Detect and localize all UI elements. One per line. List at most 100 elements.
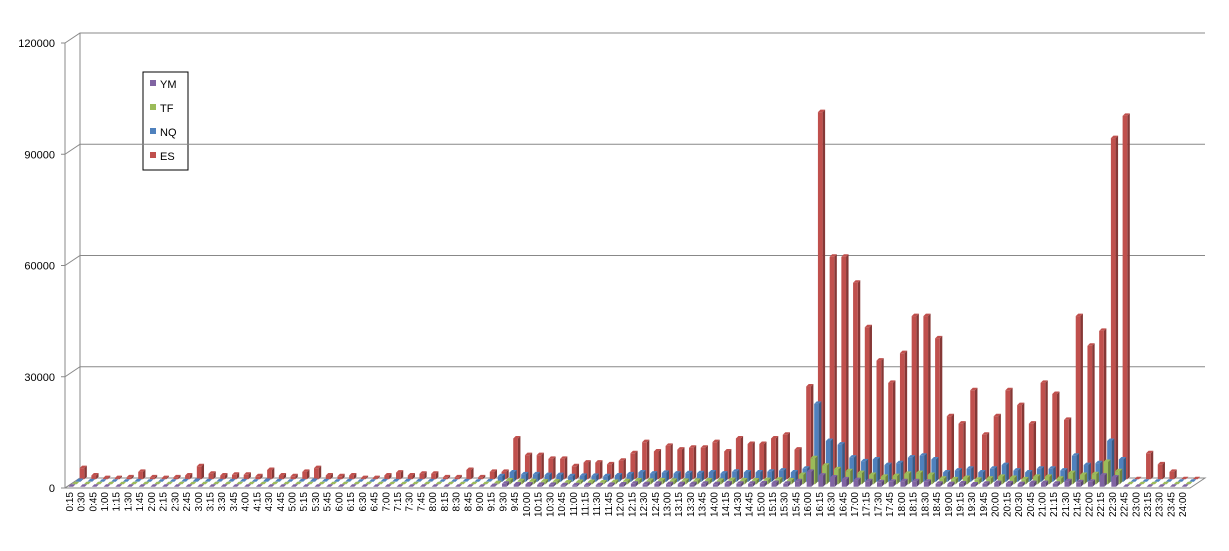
x-tick-label: 8:15 [440,492,451,512]
legend-label: NQ [160,127,177,139]
bar-front [1076,482,1081,486]
bar-front [854,480,859,487]
bar-front [1100,476,1105,487]
x-tick-label: 14:45 [745,492,756,517]
bar-side [600,460,603,479]
x-tick-label: 22:15 [1096,492,1107,517]
bar-front [138,472,143,479]
bar-front [936,484,941,487]
x-tick-label: 9:30 [498,492,509,512]
x-tick-label: 5:00 [288,492,299,512]
x-tick-label: 12:00 [616,492,627,517]
bar-front [115,478,120,479]
x-tick-label: 10:30 [545,492,556,517]
bar-side [1092,343,1095,479]
bar-side [889,463,892,482]
bar-front [865,481,870,487]
bar-side [1010,388,1013,480]
bar [818,473,825,487]
bar-front [1041,383,1046,479]
bar-front [76,481,81,482]
bar-side [995,466,998,481]
bar-front [103,478,108,479]
bar-front [572,485,577,486]
bar-front [279,476,284,480]
x-tick-label: 12:15 [627,492,638,517]
y-tick-label: 90000 [24,149,55,161]
bar-front [466,470,471,479]
bar-side [1104,328,1107,479]
x-tick-label: 21:45 [1073,492,1084,517]
bar-side [787,432,790,479]
bar-front [1099,331,1104,479]
bar-front [900,353,905,479]
bar-side [850,469,853,484]
bar [1087,343,1094,479]
bar-front [91,476,96,480]
bar-front [408,476,413,480]
bar-side [752,442,755,480]
x-tick-label: 11:30 [592,492,603,517]
bar-side [834,254,837,479]
bar-front [302,472,307,479]
bar-side [1034,421,1037,479]
bar [830,475,837,487]
x-tick-label: 17:15 [862,492,873,517]
bar-side [1045,380,1048,479]
bar-side [202,464,205,479]
bar-front [1111,138,1116,479]
bar-front [1111,477,1116,486]
bar-front [654,484,659,487]
grid-line [65,367,1205,377]
bar [1052,391,1059,479]
bar-side [565,456,568,479]
bar-side [858,280,861,479]
bar-side [705,445,708,479]
bar-front [314,468,319,479]
bar-side [1022,403,1025,480]
bar-front [1064,481,1069,487]
bar-side [905,351,908,480]
bar-side [1042,466,1045,481]
bar-front [1018,484,1023,487]
bar-front [959,483,964,486]
bar [466,467,473,479]
x-tick-label: 16:00 [803,492,814,517]
bar-front [455,477,460,479]
bar-side [987,432,990,479]
bar-front [830,477,835,486]
bar-side [1151,451,1154,479]
bar-front [1088,482,1093,487]
x-tick-label: 9:45 [510,492,521,512]
bar-front [1041,483,1046,487]
x-tick-label: 7:30 [405,492,416,512]
x-tick-label: 13:30 [686,492,697,517]
bar-side [913,455,916,482]
x-tick-label: 21:30 [1061,492,1072,517]
bar-side [1120,469,1123,484]
bar [947,414,954,480]
x-tick-label: 8:30 [452,492,463,512]
bar-side [612,462,615,479]
bar-front [1158,464,1163,479]
bar-front [1006,483,1011,486]
x-tick-label: 18:00 [897,492,908,517]
bar-front [666,484,671,487]
bar-side [975,388,978,480]
bar [1111,136,1118,480]
x-tick-label: 6:30 [358,492,369,512]
bar-side [647,440,650,480]
bar-front [561,485,566,486]
bar-front [806,387,811,480]
bar-front [396,473,401,480]
bar-side [846,254,849,479]
x-tick-label: 2:45 [182,492,193,512]
bar-front [947,416,952,479]
bar-front [725,483,730,486]
bar-front [490,486,495,487]
x-tick-label: 23:00 [1131,492,1142,517]
bar [842,477,849,487]
bar-side [839,467,842,484]
bar-side [729,449,732,479]
